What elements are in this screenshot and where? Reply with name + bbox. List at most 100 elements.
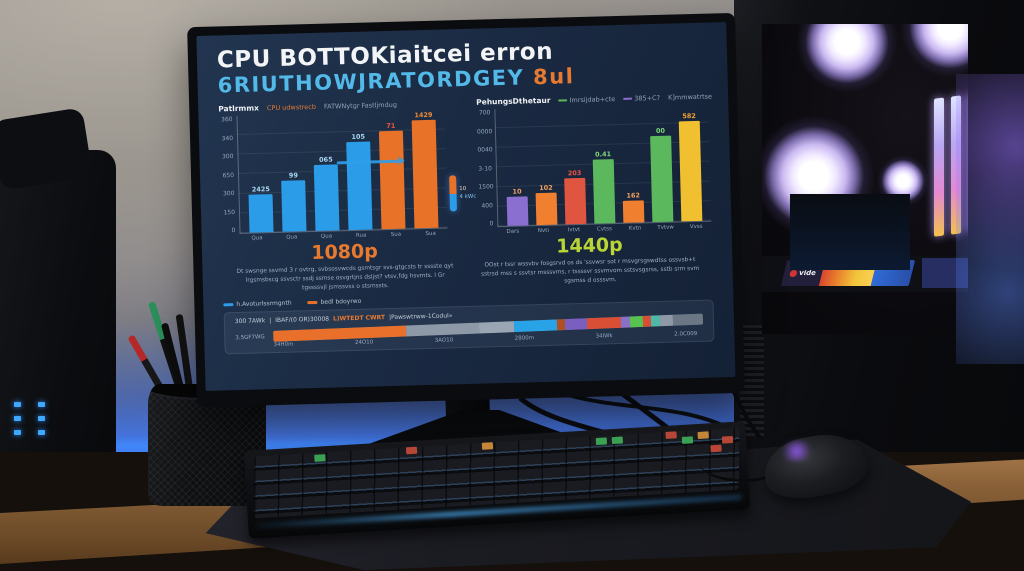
red-keycap (721, 435, 734, 444)
stack-segment (565, 318, 588, 331)
y-tick: 360 (221, 116, 233, 124)
stack-segment (629, 316, 643, 328)
bar: 162 (620, 106, 645, 224)
charts-row: Patlrmmx CPU udwstrecb FATWNytgr Fastljm… (218, 92, 712, 243)
x-tick: Rua (355, 233, 367, 240)
y-tick: 300 (221, 153, 234, 161)
bar: 10 (504, 109, 529, 227)
green-keycap (681, 436, 694, 444)
mini-indicator: 10 4 kWc (445, 98, 480, 237)
monitor: CPU BOTTOKiaitcei erron 6RIUTHOWJRATORDG… (187, 12, 745, 408)
y-tick: 150 (223, 208, 236, 217)
y-tick: 3-10 (478, 165, 493, 173)
legend-dash-blue (223, 303, 234, 307)
bar-rect (346, 141, 373, 231)
pc-case: vide (734, 0, 1024, 472)
bar-rect (378, 130, 406, 230)
bar-value-label: 00 (655, 126, 666, 135)
bar: 71 (378, 112, 406, 230)
pc-case-window: vide (762, 24, 968, 334)
legend-dash-orange (307, 301, 318, 305)
bar-value-label: 0.41 (594, 150, 612, 159)
stack-segment (672, 313, 704, 327)
orange-keycap (481, 442, 494, 450)
stack-segment (659, 315, 673, 327)
legend-dash-green (558, 99, 568, 102)
bar-value-label: 582 (682, 111, 696, 121)
bar-chart-1080p: Patlrmmx CPU udwstrecb FATWNytgr Fastljm… (218, 99, 448, 243)
ram-stick (934, 97, 944, 237)
mouse-cable (700, 448, 780, 482)
green-keycap (611, 436, 624, 445)
x-tick: Cvtss (596, 226, 613, 234)
stack-tick: 2800m (514, 335, 535, 343)
x-tick: Dars (506, 229, 520, 236)
plot-area: 10 102 203 0.41 162 00 582 (494, 104, 712, 228)
stack-tick: 3AO10 (434, 337, 454, 345)
red-keycap (405, 446, 418, 455)
stack-segment (513, 319, 558, 333)
y-tick: 0 (231, 227, 236, 235)
bar-value-label: 065 (318, 155, 333, 164)
bar: 203 (562, 107, 587, 225)
paragraph-1080p: Dt swsnge ssvmd 3 r ovtrg, svbsosvwcds g… (236, 263, 454, 292)
bar-rect (678, 120, 703, 222)
timeline-panel: 300 7AWk | IBAF/(0 OR)30008 L)WTEDT CWRT… (223, 299, 715, 355)
bar-value-label: 203 (567, 168, 582, 177)
y-tick: 1500 (478, 183, 494, 192)
bar-value-label: 102 (539, 183, 553, 192)
stack-tick: 34lWk (595, 333, 613, 340)
y-tick: 0040 (477, 146, 493, 155)
x-tick: Sua (390, 232, 402, 239)
y-tick: 700 (478, 109, 491, 118)
bar-rect (622, 200, 645, 224)
bar-rect (411, 120, 439, 229)
bar: 582 (678, 104, 703, 222)
stack-segment (586, 317, 622, 330)
bar: 0.41 (591, 107, 616, 225)
stack-bar-label: 3.5GF7WG (235, 333, 265, 342)
y-tick: 400 (481, 202, 493, 210)
bar: 102 (533, 108, 558, 226)
bar-value-label: 71 (386, 121, 396, 131)
green-keycap (595, 437, 608, 446)
bar-rect (564, 177, 587, 225)
mini-indicator-bottom: 4 kWc (459, 194, 477, 201)
bar-value-label: 10 (512, 187, 522, 196)
x-tick: Ivtvt (567, 227, 581, 234)
y-tick: 0000 (476, 128, 493, 136)
stack-tick: 24O10 (354, 339, 374, 347)
bar-value-label: 162 (626, 191, 641, 201)
stack-segment (406, 322, 480, 337)
x-tick: Qua (286, 234, 298, 242)
bar: 2425 (247, 116, 274, 234)
y-tick: 340 (221, 135, 234, 143)
bar: 00 (649, 105, 674, 223)
bar-value-label: 2425 (251, 184, 270, 194)
x-tick: Sua (425, 231, 436, 238)
bar: 1429 (411, 111, 439, 229)
bar-rect (650, 135, 674, 223)
x-tick: Tvtvw (657, 225, 674, 232)
paragraph-1440p: OOst r tssr wssvbv fosgsrvd os ds 'ssvws… (481, 257, 700, 285)
x-tick: Qua (320, 233, 333, 241)
stack-segment (479, 321, 515, 334)
x-tick: Nvti (537, 228, 550, 235)
stack-tick: 2.0C009 (674, 331, 698, 338)
y-tick: 0 (489, 220, 494, 228)
bar-value-label: 105 (351, 132, 366, 141)
plot-area: 2425 99 065 105 71 1429 (236, 110, 448, 235)
red-keycap (665, 431, 677, 439)
bar-chart-1440p: PehungsDthetaur Imrsijdab+cte 385+C? K]m… (476, 92, 712, 236)
legend-dash-purple (623, 97, 633, 100)
device-top-object (0, 107, 93, 191)
bar-rect (592, 159, 616, 225)
green-keycap (314, 454, 326, 462)
bar: 065 (313, 114, 340, 232)
device-led-indicators (14, 402, 46, 435)
x-tick: Qua (251, 235, 263, 243)
y-tick: 300 (222, 190, 235, 198)
bar-rect (506, 196, 529, 227)
mini-indicator-bar (448, 175, 457, 212)
